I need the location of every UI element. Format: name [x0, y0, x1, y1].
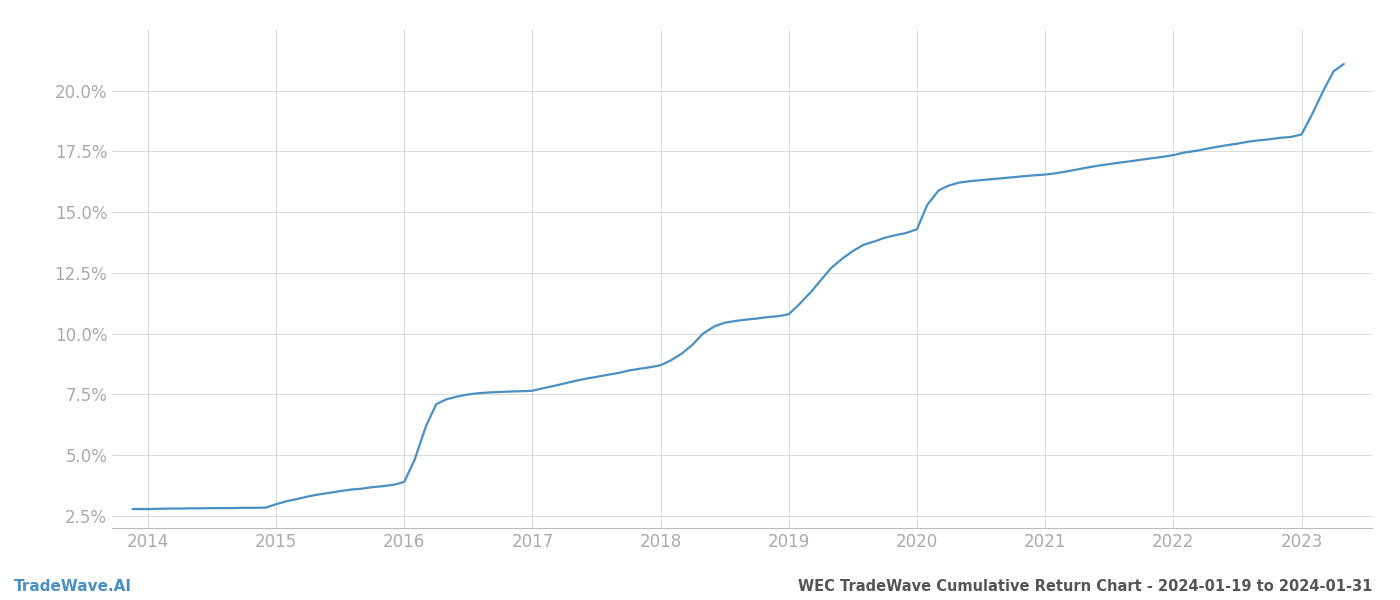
- Text: TradeWave.AI: TradeWave.AI: [14, 579, 132, 594]
- Text: WEC TradeWave Cumulative Return Chart - 2024-01-19 to 2024-01-31: WEC TradeWave Cumulative Return Chart - …: [798, 579, 1372, 594]
